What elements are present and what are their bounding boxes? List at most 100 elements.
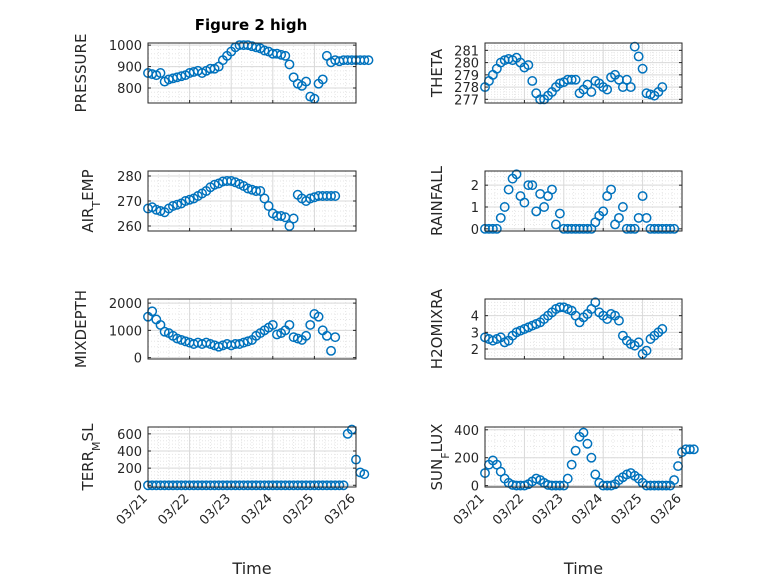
data-point bbox=[614, 212, 624, 223]
data-point bbox=[363, 55, 374, 66]
y-axis-label: AIRTEMP bbox=[79, 169, 103, 232]
data-point bbox=[570, 74, 581, 85]
data-point bbox=[665, 223, 676, 234]
data-point bbox=[284, 59, 295, 70]
data-point bbox=[280, 50, 291, 61]
data-point bbox=[523, 60, 534, 70]
data-point bbox=[259, 193, 270, 204]
data-points bbox=[480, 297, 668, 359]
data-point bbox=[301, 76, 312, 87]
data-point bbox=[155, 68, 166, 78]
data-point bbox=[503, 184, 514, 195]
data-point bbox=[226, 176, 237, 186]
y-axis-label-rest: EMP bbox=[79, 169, 97, 200]
y-axis-label: MIXDEPTH bbox=[72, 290, 90, 368]
y-axis-label-main: THETA bbox=[428, 48, 446, 98]
y-axis-label-main: H2OMIXRA bbox=[428, 288, 446, 369]
data-point bbox=[276, 211, 287, 221]
data-point bbox=[172, 199, 183, 210]
subplot-rainfall: 0 1 2 RAINFALL bbox=[428, 165, 683, 238]
data-point bbox=[554, 208, 565, 219]
data-points bbox=[143, 306, 341, 356]
y-axis-label-main: SUN bbox=[428, 459, 446, 491]
data-point bbox=[276, 49, 287, 60]
figure-title: Figure 2 high bbox=[195, 16, 308, 34]
data-point bbox=[637, 191, 648, 202]
data-point bbox=[657, 324, 668, 334]
data-point bbox=[586, 87, 597, 97]
y-tick-label: 800 bbox=[117, 82, 142, 97]
axes-frame bbox=[484, 42, 683, 104]
data-point bbox=[606, 184, 617, 195]
y-tick-label: 280 bbox=[117, 170, 142, 185]
y-tick-label: 1000 bbox=[109, 39, 142, 54]
data-point bbox=[338, 480, 349, 491]
y-axis-label-rest: LUX bbox=[428, 424, 446, 453]
y-axis-label-main: RAINFALL bbox=[428, 165, 446, 236]
data-point bbox=[527, 76, 538, 86]
y-axis-label: H2OMIXRA bbox=[428, 288, 446, 369]
axes-frame bbox=[484, 426, 683, 488]
data-point bbox=[259, 45, 270, 56]
y-axis-label: TERRMSL bbox=[79, 423, 103, 492]
data-point bbox=[359, 469, 370, 480]
y-axis-label-main: MIXDEPTH bbox=[72, 290, 90, 368]
data-point bbox=[288, 213, 299, 224]
y-axis-label-main: AIR bbox=[79, 208, 97, 233]
y-axis-label: SUNFLUX bbox=[428, 424, 452, 491]
y-axis-label: PRESSURE bbox=[72, 34, 90, 113]
y-tick-label: 200 bbox=[117, 462, 142, 477]
data-point bbox=[582, 223, 593, 234]
subplot-air-temp: 260 270 280 AIRTEMP bbox=[79, 169, 357, 235]
data-point bbox=[657, 82, 668, 93]
data-point bbox=[661, 480, 672, 491]
y-tick-label: 0 bbox=[134, 479, 142, 494]
data-point bbox=[586, 452, 597, 463]
data-point bbox=[629, 41, 640, 52]
data-point bbox=[547, 184, 557, 195]
data-point bbox=[499, 202, 510, 212]
data-point bbox=[621, 74, 632, 85]
y-axis-label-subscript: T bbox=[90, 201, 103, 209]
data-point bbox=[487, 223, 498, 234]
data-point bbox=[255, 186, 266, 196]
data-point bbox=[176, 71, 187, 82]
y-axis-label-subscript: F bbox=[439, 452, 452, 458]
data-point bbox=[625, 223, 636, 234]
y-tick-label: 2 bbox=[471, 343, 479, 358]
y-tick-label: 0 bbox=[134, 352, 142, 367]
data-point bbox=[582, 438, 593, 449]
data-points bbox=[143, 176, 341, 231]
y-tick-label: 0 bbox=[471, 223, 479, 238]
y-tick-label: 1 bbox=[471, 201, 479, 216]
y-tick-label: 2000 bbox=[109, 297, 142, 312]
data-point bbox=[495, 212, 506, 223]
y-axis-label: THETA bbox=[428, 48, 446, 98]
data-point bbox=[326, 191, 336, 201]
y-tick-label: 281 bbox=[454, 44, 479, 59]
data-point bbox=[550, 219, 561, 230]
data-point bbox=[641, 345, 652, 356]
data-point bbox=[263, 201, 274, 211]
data-point bbox=[602, 84, 613, 95]
axes-frame bbox=[147, 42, 357, 104]
y-tick-label: 277 bbox=[454, 93, 479, 108]
data-point bbox=[251, 186, 262, 196]
data-point bbox=[305, 319, 316, 330]
y-tick-label: 400 bbox=[454, 424, 479, 439]
data-point bbox=[184, 194, 195, 205]
data-point bbox=[330, 191, 341, 201]
data-point bbox=[209, 179, 220, 190]
data-point bbox=[566, 459, 577, 470]
data-points bbox=[480, 427, 699, 491]
data-point bbox=[598, 206, 609, 217]
data-point bbox=[637, 63, 648, 74]
data-point bbox=[566, 74, 577, 85]
data-point bbox=[590, 297, 601, 308]
y-tick-label: 3 bbox=[471, 326, 479, 341]
data-point bbox=[688, 444, 699, 455]
subplot-pressure: 800 900 1000 PRESSURE bbox=[72, 34, 374, 113]
data-points bbox=[480, 169, 680, 234]
data-point bbox=[301, 330, 312, 341]
